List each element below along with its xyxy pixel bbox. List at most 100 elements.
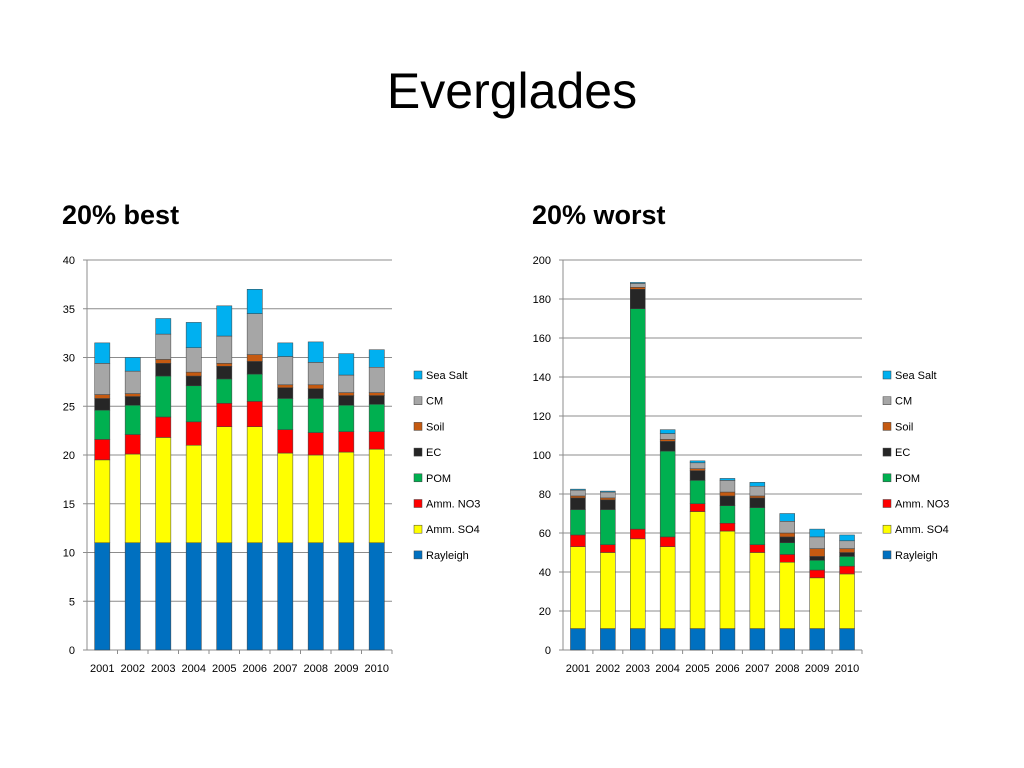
legend-label: POM [426,473,451,485]
bar-segment [185,375,202,387]
bar-segment [368,431,385,450]
bar-segment [155,363,172,377]
bar-segment [368,542,385,651]
bar-segment [155,416,172,438]
y-tick-label: 0 [69,645,75,657]
bar-segment [246,313,263,355]
chart-title-best: 20% best [62,200,180,230]
bar-segment [338,392,355,396]
legend-swatch [413,550,423,560]
bar-segment [277,542,294,651]
y-tick-label: 30 [63,353,75,365]
bar-segment [124,453,141,543]
legend-label: Sea Salt [426,370,468,382]
bar-segment [307,542,324,651]
legend-swatch [413,499,423,508]
page-title: Everglades [386,63,638,119]
x-tick-label: 2009 [334,663,358,675]
bar-segment [307,454,324,543]
bar-segment [368,349,385,368]
bar-segment [124,434,141,455]
legend-label: CM [426,396,443,408]
bar-segment [216,335,233,364]
bar-segment [155,542,172,651]
y-tick-label: 5 [69,596,75,608]
x-tick-label: 2001 [90,663,114,675]
bar-segment [338,542,355,651]
legend-swatch [413,370,423,380]
y-tick-label: 40 [63,255,75,267]
bar-segment [246,361,263,375]
y-tick-label: 25 [63,401,75,413]
legend-swatch [413,524,423,534]
legend-label: Rayleigh [426,550,469,562]
bar-segment [338,405,355,432]
x-tick-label: 2008 [304,663,328,675]
x-tick-label: 2002 [121,663,145,675]
x-tick-label: 2005 [212,663,236,675]
x-tick-label: 2007 [273,663,297,675]
bar-segment [216,305,233,337]
bar-segment [216,403,233,427]
x-tick-label: 2006 [243,663,267,675]
bar-segment [216,366,233,380]
legend-swatch [413,447,423,457]
x-tick-label: 2010 [365,663,389,675]
legend-label: Amm. SO4 [426,524,480,536]
bar-segment [277,356,294,386]
bar-segment [277,384,294,388]
bar-segment [338,353,355,376]
legend-label: Soil [426,421,444,433]
bar-segment [338,374,355,393]
legend-swatch [413,473,423,483]
x-tick-label: 2003 [151,663,175,675]
bar-segment [277,387,294,399]
bar-segment [246,401,263,427]
bar-segment [185,371,202,377]
bar-segment [94,342,111,364]
x-tick-label: 2004 [182,663,206,675]
bar-segment [185,385,202,423]
bar-segment [155,359,172,364]
y-tick-label: 20 [63,450,75,462]
bar-segment [246,289,263,314]
bar-segment [246,426,263,544]
bar-segment [185,445,202,543]
bar-segment [277,398,294,430]
bar-segment [124,542,141,651]
bar-segment [185,542,202,651]
bar-segment [277,452,294,543]
bar-segment [124,393,141,397]
bar-segment [338,451,355,544]
bar-segment [216,542,233,651]
bar-segment [124,396,141,406]
bar-segment [307,341,324,363]
legend-swatch [413,422,423,431]
bar-segment [94,398,111,411]
chart-title-worst: 20% worst [532,200,666,230]
bar-segment [94,363,111,395]
bar-segment [94,542,111,651]
bar-segment [216,363,233,367]
bar-segment [307,384,324,389]
bar-segment [155,318,172,335]
bar-segment [124,405,141,435]
bar-segment [307,388,324,399]
legend-swatch [413,396,423,405]
y-tick-label: 10 [63,548,75,560]
bar-segment [94,394,111,399]
bar-segment [124,357,141,372]
bar-segment [338,431,355,453]
bar-segment [277,342,294,357]
bar-segment [94,409,111,440]
bar-segment [277,429,294,454]
bar-segment [246,354,263,362]
bar-segment [246,542,263,651]
bar-segment [155,437,172,544]
bar-segment [368,395,385,405]
bar-segment [307,398,324,433]
bar-segment [185,347,202,373]
legend-label: Amm. NO3 [426,499,480,511]
bar-segment [246,373,263,402]
